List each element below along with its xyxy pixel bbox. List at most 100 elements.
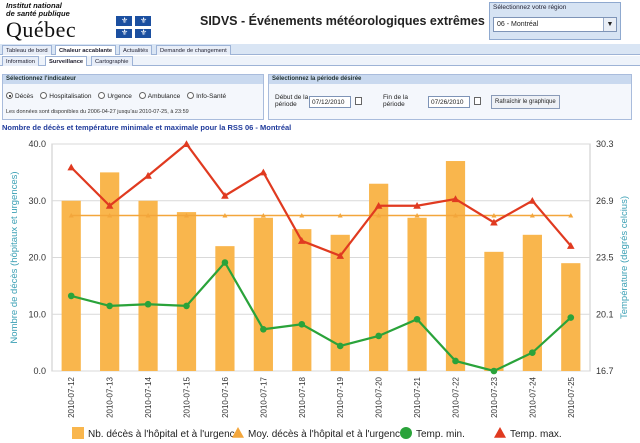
point <box>491 213 497 218</box>
y-right-tick-label: 26.9 <box>596 196 614 206</box>
point <box>529 213 535 218</box>
y-tick-label: 30.0 <box>28 196 46 206</box>
legend-swatch <box>72 427 84 439</box>
radio-circle[interactable] <box>138 92 146 99</box>
period-panel: Sélectionnez la période désirée Début de… <box>268 74 632 120</box>
x-tick-label: 2010-07-24 <box>528 376 537 417</box>
y-tick-label: 0.0 <box>33 366 46 376</box>
x-tick-label: 2010-07-15 <box>183 376 192 417</box>
point <box>221 191 229 199</box>
radio-circle[interactable] <box>98 92 106 99</box>
point <box>67 292 75 300</box>
point <box>144 171 152 179</box>
bar <box>61 200 81 371</box>
y-tick-label: 10.0 <box>28 309 46 319</box>
point <box>106 302 113 310</box>
y-right-tick-label: 20.1 <box>596 309 614 319</box>
region-select[interactable]: 06 - Montréal ▼ <box>493 17 617 32</box>
tab-tableau-de-bord[interactable]: Tableau de bord <box>2 45 52 55</box>
legend-swatch <box>400 427 412 439</box>
bar <box>330 234 350 371</box>
institute-name: Institut national de santé publique <box>6 2 70 18</box>
point <box>107 213 113 218</box>
point <box>413 315 421 323</box>
tab-demande-de-changement[interactable]: Demande de changement <box>156 45 231 55</box>
main-tabs: Tableau de bord Chaleur accablante Actua… <box>0 44 640 55</box>
point <box>184 213 189 218</box>
x-tick-label: 2010-07-16 <box>221 376 230 417</box>
tab-surveillance[interactable]: Surveillance <box>45 56 88 66</box>
bar <box>176 212 197 371</box>
tab-information[interactable]: Information <box>2 56 39 66</box>
point <box>453 213 458 218</box>
indicator-radio-group: Décès Hospitalisation Urgence Ambulance … <box>6 92 231 100</box>
end-date-input[interactable]: 07/26/2010 <box>428 96 470 108</box>
x-tick-label: 2010-07-13 <box>106 376 115 417</box>
point <box>297 237 306 244</box>
point <box>451 195 460 203</box>
legend-swatch <box>494 427 506 438</box>
point <box>67 163 76 171</box>
y-axis-title: Nombre de décès (hôpitaux et urgences) <box>9 171 20 343</box>
region-label: Sélectionnez votre région <box>493 4 567 11</box>
point <box>260 213 266 218</box>
point <box>376 213 382 218</box>
y-right-axis-title: Température (degrés celcius) <box>619 196 630 319</box>
availability-note: Les données sont disponibles du 2006-04-… <box>6 109 189 115</box>
x-tick-label: 2010-07-19 <box>336 376 345 417</box>
y-right-tick-label: 30.3 <box>596 139 614 149</box>
chart-title: Nombre de décès et température minimale … <box>2 123 292 132</box>
radio-label: Urgence <box>107 93 132 100</box>
radio-label: Décès <box>15 93 34 100</box>
point <box>337 213 343 218</box>
legend-label: Nb. décès à l'hôpital et à l'urgence <box>88 429 241 440</box>
fleurdelise-flag-icon: ⚜ ⚜ ⚜ ⚜ <box>116 16 151 38</box>
legend-swatch <box>232 427 244 438</box>
tab-chaleur-accablante[interactable]: Chaleur accablante <box>55 45 117 55</box>
point <box>568 213 574 218</box>
bar <box>100 172 120 371</box>
x-tick-label: 2010-07-21 <box>413 376 422 417</box>
calendar-icon[interactable] <box>474 97 481 105</box>
point <box>105 201 114 209</box>
tab-cartographie[interactable]: Cartographie <box>91 56 133 66</box>
point <box>566 242 575 249</box>
calendar-icon[interactable] <box>355 97 362 105</box>
bar <box>407 217 427 371</box>
point <box>567 314 575 321</box>
point <box>221 259 229 266</box>
legend-label: Moy. décès à l'hôpital et à l'urgence <box>248 429 406 440</box>
radio-circle[interactable] <box>6 92 13 99</box>
region-selector-panel: Sélectionnez votre région 06 - Montréal … <box>489 2 621 40</box>
radio-circle[interactable] <box>187 92 195 99</box>
point <box>490 367 498 375</box>
point <box>414 213 420 218</box>
radio-hospitalisation[interactable]: Hospitalisation <box>40 92 92 100</box>
institute-line-2: de santé publique <box>6 9 70 18</box>
point <box>336 342 344 350</box>
indicator-panel: Sélectionnez l'indicateur Décès Hospital… <box>2 74 264 120</box>
point <box>299 213 305 218</box>
radio-urgence[interactable]: Urgence <box>98 92 132 100</box>
radio-circle[interactable] <box>40 92 48 99</box>
x-tick-label: 2010-07-18 <box>298 376 307 417</box>
radio-ambulance[interactable]: Ambulance <box>138 92 180 100</box>
point <box>529 349 536 356</box>
x-tick-label: 2010-07-14 <box>144 376 153 417</box>
x-tick-label: 2010-07-25 <box>567 376 576 417</box>
start-date-label: Début de la période <box>275 94 309 108</box>
legend-label: Temp. max. <box>510 429 562 440</box>
brand-wordmark: Québec <box>6 17 77 42</box>
tab-actualites[interactable]: Actualités <box>119 45 153 55</box>
radio-deces[interactable]: Décès <box>6 92 33 100</box>
bar <box>445 161 466 371</box>
radio-info-sante[interactable]: Info-Santé <box>187 92 226 100</box>
radio-label: Info-Santé <box>196 93 227 100</box>
series-line <box>70 260 572 373</box>
chevron-down-icon[interactable]: ▼ <box>603 18 616 31</box>
period-panel-title: Sélectionnez la période désirée <box>269 75 631 84</box>
refresh-chart-button[interactable]: Rafraîchir le graphique <box>491 95 560 109</box>
series-line <box>70 142 572 258</box>
region-select-value: 06 - Montréal <box>497 21 539 28</box>
start-date-input[interactable]: 07/12/2010 <box>309 96 351 108</box>
